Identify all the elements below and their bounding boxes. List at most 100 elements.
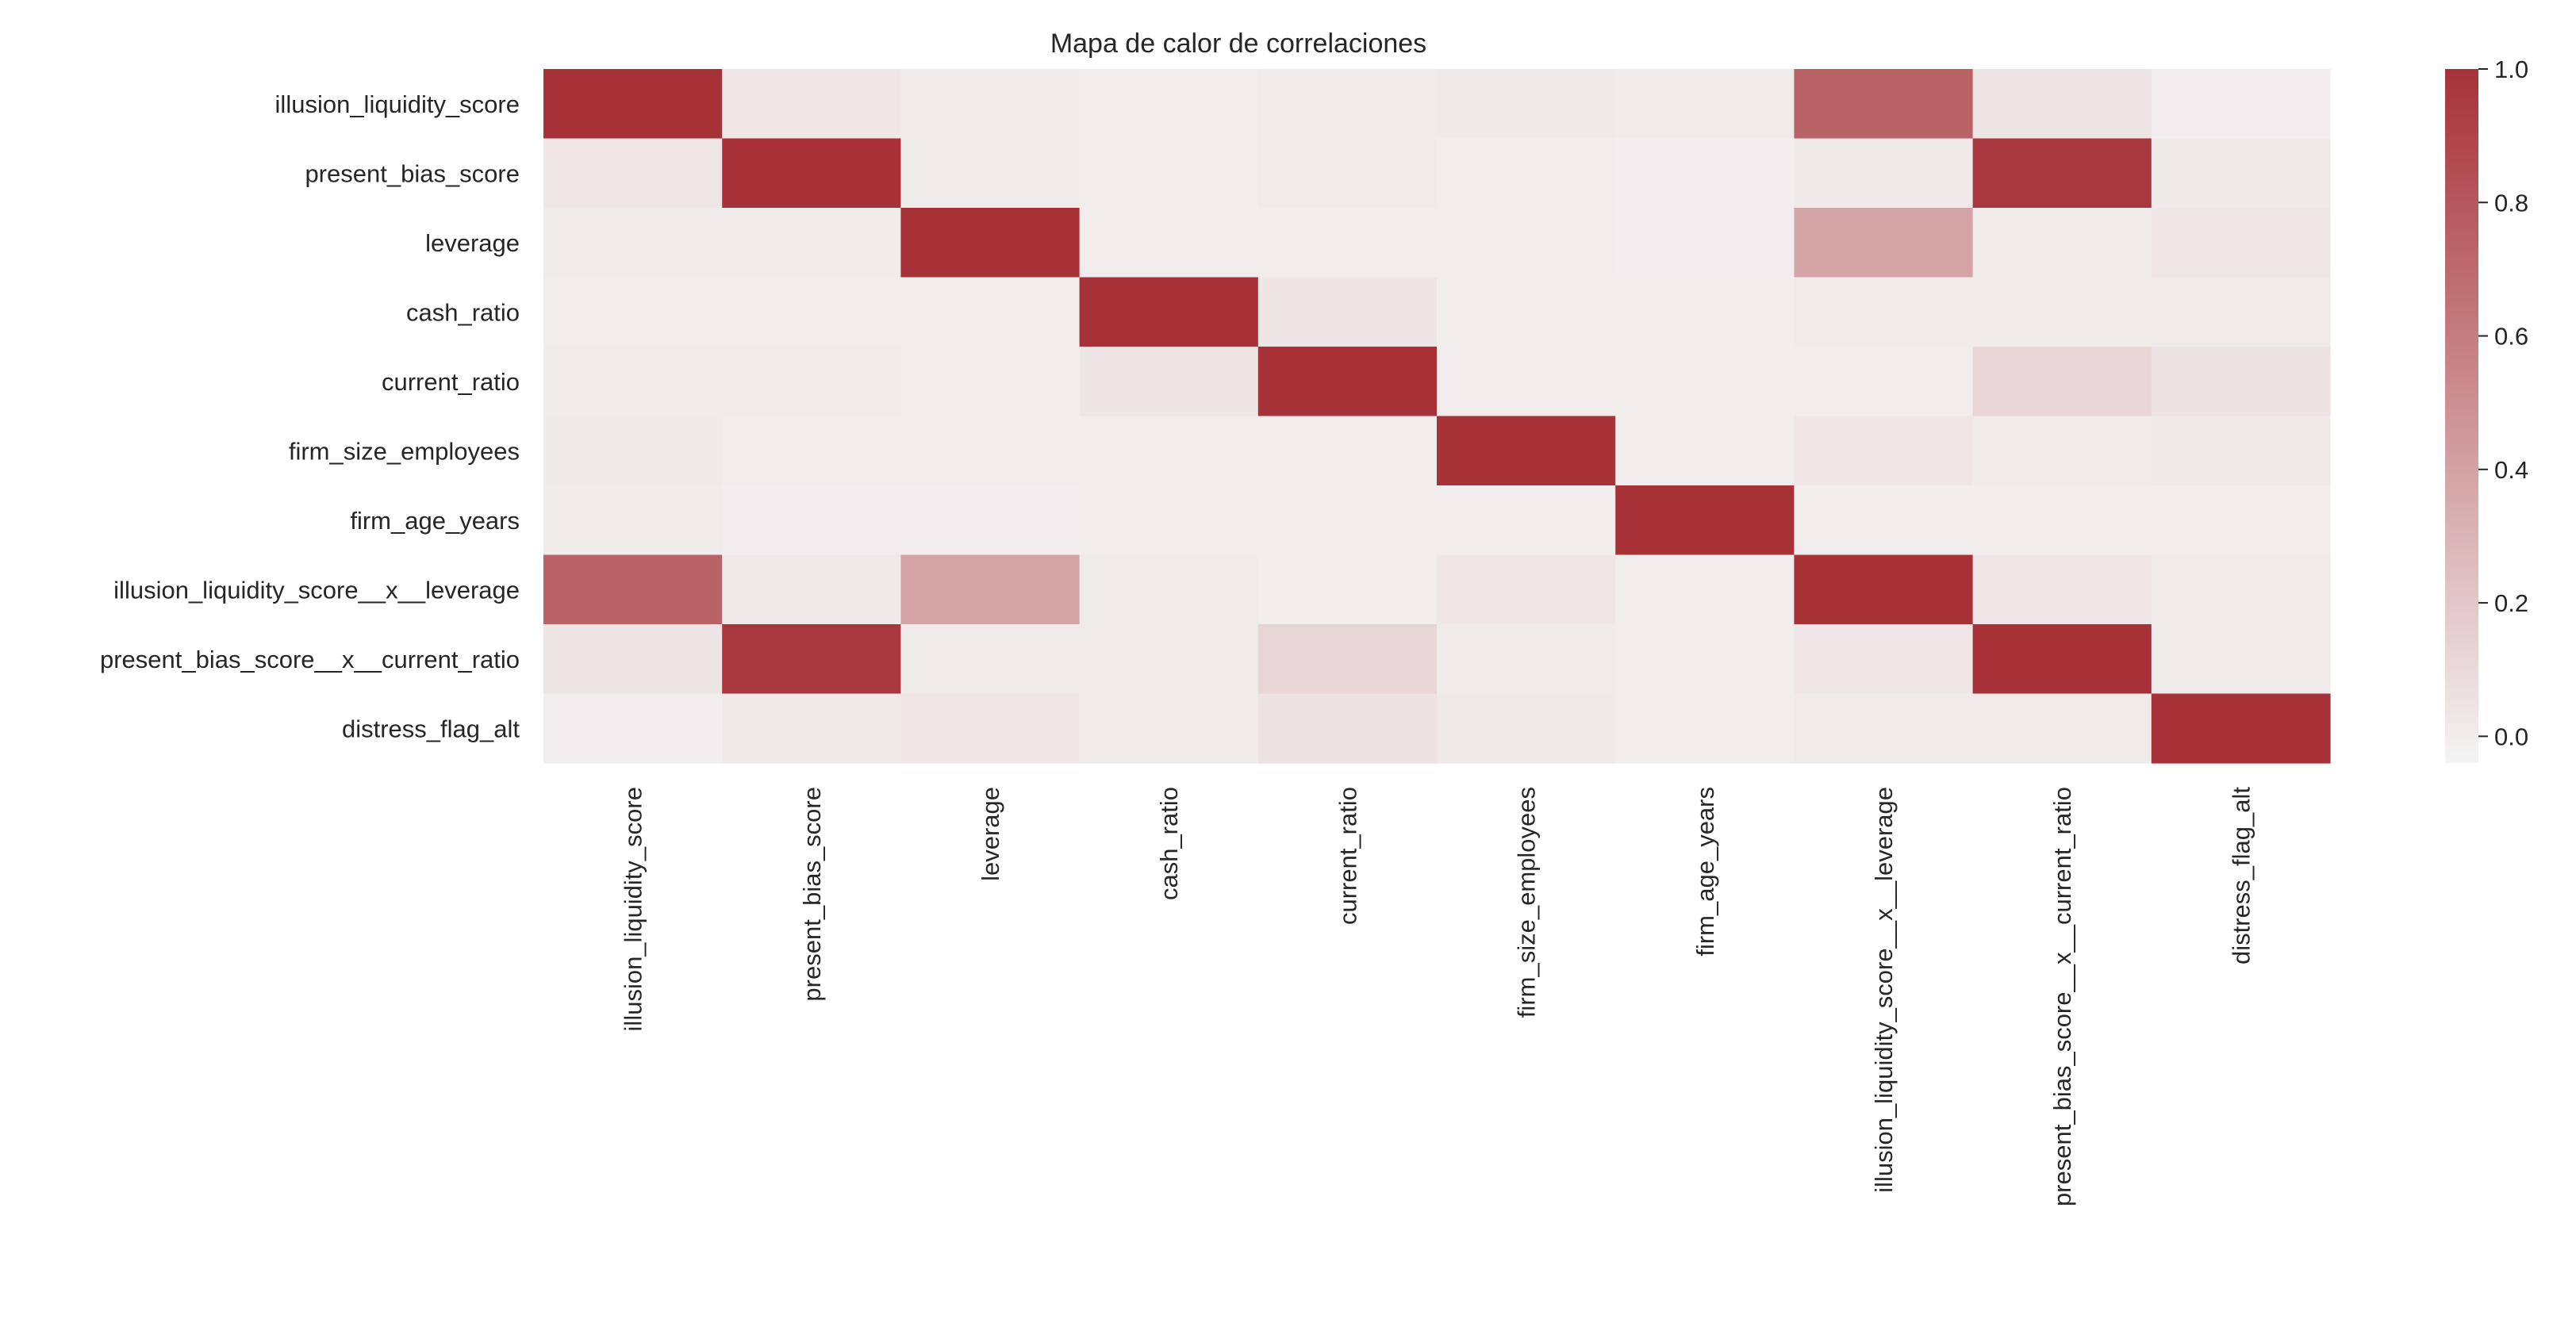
- heatmap-cell: [722, 485, 901, 556]
- heatmap-cell: [1257, 554, 1438, 625]
- heatmap-cell: [2151, 693, 2331, 764]
- x-tick-label: illusion_liquidity_score__x__leverage: [1870, 787, 1898, 1193]
- heatmap-cell: [1079, 554, 1259, 625]
- x-tick-label: cash_ratio: [1155, 787, 1183, 900]
- x-tick-label: present_bias_score__x__current_ratio: [2048, 787, 2076, 1206]
- heatmap-cell: [1257, 693, 1438, 764]
- x-tick-label: illusion_liquidity_score: [620, 787, 647, 1031]
- colorbar-tick-label: 0.6: [2494, 323, 2528, 351]
- heatmap-cell: [722, 208, 901, 278]
- heatmap-cell: [900, 208, 1081, 278]
- heatmap-cell: [900, 277, 1081, 347]
- heatmap-cell: [1437, 554, 1616, 625]
- heatmap-cell: [1615, 277, 1795, 347]
- colorbar-tick-label: 0.0: [2494, 723, 2528, 750]
- heatmap-cell: [1972, 624, 2152, 695]
- heatmap-cell: [1257, 277, 1438, 347]
- heatmap-cell: [543, 138, 723, 209]
- heatmap-cell: [2151, 347, 2331, 417]
- heatmap-cell: [1794, 347, 1974, 417]
- heatmap-cell: [900, 485, 1081, 556]
- x-tick-label: firm_age_years: [1691, 787, 1719, 957]
- heatmap-cell: [1972, 277, 2152, 347]
- heatmap-cell: [900, 693, 1081, 764]
- heatmap-cell: [1079, 347, 1259, 417]
- heatmap-cell: [2151, 208, 2331, 278]
- heatmap-cell: [722, 624, 901, 695]
- y-tick-label: illusion_liquidity_score: [275, 90, 520, 118]
- colorbar-tick-label: 0.8: [2494, 189, 2528, 217]
- heatmap-cell: [1972, 347, 2152, 417]
- heatmap-cell: [1079, 416, 1259, 486]
- heatmap-cells: [543, 69, 2331, 764]
- y-tick-label: illusion_liquidity_score__x__leverage: [113, 576, 520, 604]
- x-tick-label: firm_size_employees: [1513, 787, 1541, 1018]
- heatmap-cell: [1794, 138, 1974, 209]
- row-labels: illusion_liquidity_score present_bias_sco…: [100, 90, 520, 743]
- heatmap-cell: [1079, 624, 1259, 695]
- heatmap-cell: [543, 69, 723, 140]
- heatmap-cell: [543, 693, 723, 764]
- heatmap-cell: [722, 277, 901, 347]
- heatmap-cell: [900, 624, 1081, 695]
- heatmap-cell: [1257, 347, 1438, 417]
- heatmap-cell: [2151, 554, 2331, 625]
- heatmap-cell: [722, 347, 901, 417]
- heatmap-cell: [1615, 624, 1795, 695]
- heatmap-cell: [1615, 416, 1795, 486]
- heatmap-cell: [1615, 485, 1795, 556]
- column-labels: illusion_liquidity_score present_bias_sco…: [620, 787, 2255, 1206]
- heatmap-cell: [543, 554, 723, 625]
- heatmap-cell: [543, 624, 723, 695]
- y-tick-label: present_bias_score__x__current_ratio: [100, 646, 520, 673]
- y-tick-label: cash_ratio: [406, 298, 520, 326]
- heatmap-cell: [2151, 485, 2331, 556]
- heatmap-cell: [900, 138, 1081, 209]
- heatmap-cell: [1615, 208, 1795, 278]
- heatmap-cell: [1079, 277, 1259, 347]
- heatmap-cell: [2151, 624, 2331, 695]
- heatmap-cell: [1794, 554, 1974, 625]
- heatmap-cell: [1437, 208, 1616, 278]
- heatmap-cell: [2151, 277, 2331, 347]
- y-tick-label: current_ratio: [382, 368, 520, 396]
- y-tick-label: firm_age_years: [350, 507, 520, 535]
- heatmap-cell: [1079, 485, 1259, 556]
- heatmap-cell: [1794, 208, 1974, 278]
- heatmap-cell: [722, 554, 901, 625]
- heatmap-cell: [1615, 138, 1795, 209]
- heatmap-cell: [1257, 138, 1438, 209]
- heatmap-cell: [1437, 693, 1616, 764]
- heatmap-cell: [900, 554, 1081, 625]
- heatmap-cell: [1972, 693, 2152, 764]
- heatmap-cell: [1257, 416, 1438, 486]
- heatmap-cell: [1257, 485, 1438, 556]
- heatmap-cell: [1257, 208, 1438, 278]
- x-tick-label: present_bias_score: [798, 787, 826, 1002]
- heatmap-cell: [900, 347, 1081, 417]
- heatmap-cell: [1615, 69, 1795, 140]
- heatmap-cell: [1972, 554, 2152, 625]
- colorbar-tick-label: 1.0: [2494, 56, 2528, 83]
- heatmap-cell: [1437, 69, 1616, 140]
- heatmap-cell: [1079, 69, 1259, 140]
- y-tick-label: present_bias_score: [305, 159, 520, 187]
- heatmap-cell: [1972, 138, 2152, 209]
- heatmap-cell: [1615, 693, 1795, 764]
- x-tick-label: current_ratio: [1334, 787, 1361, 925]
- heatmap-cell: [1794, 693, 1974, 764]
- chart-title: Mapa de calor de correlaciones: [1050, 29, 1426, 59]
- heatmap-cell: [722, 416, 901, 486]
- y-tick-label: firm_size_employees: [289, 437, 520, 465]
- heatmap-cell: [722, 138, 901, 209]
- heatmap-cell: [900, 69, 1081, 140]
- heatmap-cell: [900, 416, 1081, 486]
- heatmap-cell: [1794, 69, 1974, 140]
- heatmap-cell: [1972, 208, 2152, 278]
- heatmap-cell: [722, 69, 901, 140]
- colorbar-gradient: [2445, 69, 2478, 763]
- heatmap-cell: [1257, 69, 1438, 140]
- colorbar: 0.0 0.2 0.4 0.6 0.8 1.0: [2445, 56, 2528, 763]
- heatmap-cell: [543, 277, 723, 347]
